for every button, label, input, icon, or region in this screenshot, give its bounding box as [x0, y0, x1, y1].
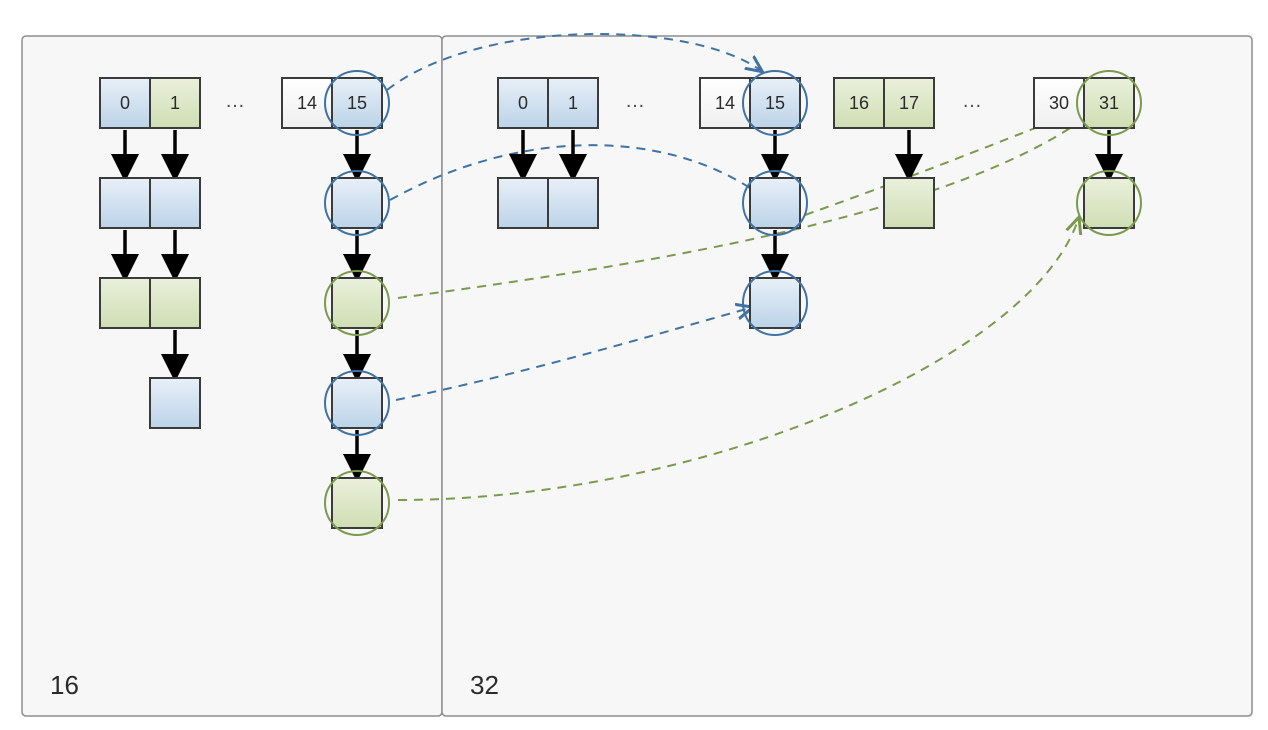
box-label-R15: 15 [765, 93, 785, 113]
box-label-R16: 16 [849, 93, 869, 113]
box-Lr3r [332, 278, 382, 328]
box-Rr2c [750, 178, 800, 228]
box-Rr2d [884, 178, 934, 228]
box-label-L1: 1 [170, 93, 180, 113]
panel-label-p16: 16 [50, 670, 79, 700]
panel-p32 [442, 36, 1252, 716]
box-label-L15: 15 [347, 93, 367, 113]
box-Rr2e [1084, 178, 1134, 228]
box-label-R14: 14 [715, 93, 735, 113]
box-label-L14: 14 [297, 93, 317, 113]
box-Lr2a [100, 178, 150, 228]
panel-p16 [22, 36, 442, 716]
box-Lr5r [332, 478, 382, 528]
diagram-canvas: 16 32 0 1 14 15 0 1 14 15 16 17 30 31 … … … [0, 0, 1268, 730]
box-label-R31: 31 [1099, 93, 1119, 113]
box-Rr3c [750, 278, 800, 328]
box-Lr4r [332, 378, 382, 428]
box-Rr2b [548, 178, 598, 228]
box-Lr2r [332, 178, 382, 228]
ellipsis-2: … [962, 90, 982, 112]
box-label-R0: 0 [518, 93, 528, 113]
box-Lr4a [150, 378, 200, 428]
panel-label-p32: 32 [470, 670, 499, 700]
box-label-R30: 30 [1049, 93, 1069, 113]
ellipsis-0: … [225, 90, 245, 112]
box-label-R17: 17 [899, 93, 919, 113]
box-label-L0: 0 [120, 93, 130, 113]
ellipsis-1: … [625, 90, 645, 112]
box-Rr2a [498, 178, 548, 228]
box-Lr3b [150, 278, 200, 328]
box-Lr3a [100, 278, 150, 328]
box-Lr2b [150, 178, 200, 228]
box-label-R1: 1 [568, 93, 578, 113]
